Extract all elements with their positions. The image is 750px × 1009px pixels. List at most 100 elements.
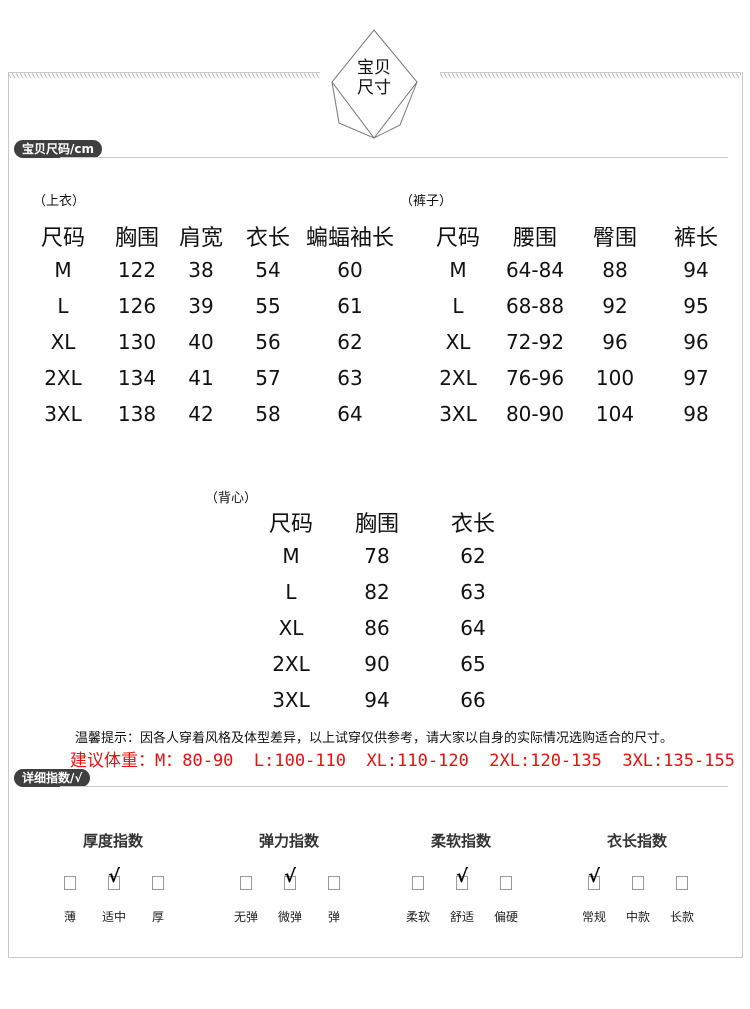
vest-table-cell: 86	[364, 616, 390, 640]
tops-table-cell: 60	[337, 258, 363, 282]
tops-table-cell: 3XL	[44, 402, 82, 426]
vest-table-cell: 66	[460, 688, 486, 712]
checkbox[interactable]: √	[588, 867, 600, 890]
index-option-label: 适中	[101, 910, 127, 924]
tops-column-header: 肩宽	[178, 226, 224, 251]
emblem-line-1: 宝贝	[357, 58, 391, 78]
tops-table-cell: 42	[188, 402, 214, 426]
vest-column-header: 尺码	[268, 512, 314, 537]
checkbox[interactable]: √	[108, 867, 120, 890]
tops-table-cell: 122	[117, 258, 157, 282]
pants-table-cell: 80-90	[505, 402, 565, 426]
pants-table-cell: 96	[602, 330, 628, 354]
pants-label: （裤子）	[400, 194, 453, 209]
pants-table-cell: 95	[683, 294, 709, 318]
checkbox[interactable]	[632, 876, 644, 890]
pants-table-cell: 100	[595, 366, 635, 390]
tops-table-cell: 55	[255, 294, 281, 318]
hatch-divider-right	[440, 72, 741, 81]
pants-table-cell: 64-84	[505, 258, 565, 282]
tops-table-cell: M	[54, 258, 72, 282]
tops-table-cell: XL	[50, 330, 76, 354]
index-option-label: 常规	[581, 910, 607, 924]
pants-table-cell: 96	[683, 330, 709, 354]
tops-table-cell: 41	[188, 366, 214, 390]
vest-column-header: 胸围	[354, 512, 400, 537]
tops-table-cell: 58	[255, 402, 281, 426]
pants-table-cell: 88	[602, 258, 628, 282]
tops-column-header: 衣长	[245, 226, 291, 251]
vest-table-cell: XL	[278, 616, 304, 640]
pants-table-cell: 76-96	[505, 366, 565, 390]
emblem-text: 宝贝 尺寸	[356, 58, 392, 98]
tops-table-cell: 63	[337, 366, 363, 390]
tops-table-cell: 61	[337, 294, 363, 318]
check-mark-icon: √	[284, 866, 297, 887]
checkbox[interactable]: √	[456, 867, 468, 890]
tops-table-cell: 39	[188, 294, 214, 318]
tops-column-header: 蝙蝠袖长	[305, 226, 395, 251]
index-title: 衣长指数	[606, 832, 668, 850]
section-rule	[60, 786, 728, 787]
index-option-label: 偏硬	[493, 910, 519, 924]
tops-column-header: 尺码	[40, 226, 86, 251]
checkbox[interactable]	[240, 876, 252, 890]
pants-column-header: 腰围	[512, 226, 558, 251]
pants-table-cell: L	[452, 294, 464, 318]
vest-table-cell: 62	[460, 544, 486, 568]
emblem-line-2: 尺寸	[357, 78, 391, 98]
pants-column-header: 尺码	[435, 226, 481, 251]
index-option-label: 长款	[669, 910, 695, 924]
checkbox[interactable]	[64, 876, 76, 890]
vest-table-cell: 64	[460, 616, 486, 640]
checkbox[interactable]: √	[284, 867, 296, 890]
check-mark-icon: √	[456, 866, 469, 887]
vest-table-cell: M	[282, 544, 300, 568]
tops-table-cell: 56	[255, 330, 281, 354]
tops-table-cell: 57	[255, 366, 281, 390]
diamond-emblem	[331, 29, 418, 139]
pants-table-cell: 98	[683, 402, 709, 426]
tops-table-cell: 38	[188, 258, 214, 282]
index-option-label: 微弹	[277, 910, 303, 924]
tops-table-cell: 138	[117, 402, 157, 426]
vest-table-cell: L	[285, 580, 297, 604]
checkbox[interactable]	[676, 876, 688, 890]
content-frame	[8, 72, 743, 958]
tops-table-cell: L	[57, 294, 69, 318]
vest-table-cell: 90	[364, 652, 390, 676]
pants-column-header: 臀围	[592, 226, 638, 251]
tops-table-cell: 54	[255, 258, 281, 282]
vest-table-cell: 63	[460, 580, 486, 604]
pants-table-cell: 2XL	[439, 366, 477, 390]
pants-table-cell: 72-92	[505, 330, 565, 354]
checkbox[interactable]	[500, 876, 512, 890]
check-mark-icon: √	[108, 866, 121, 887]
size-section-badge: 宝贝尺码/cm	[14, 140, 103, 158]
tops-table-cell: 64	[337, 402, 363, 426]
pants-column-header: 裤长	[673, 226, 719, 251]
pants-table-cell: 92	[602, 294, 628, 318]
pants-table-cell: 94	[683, 258, 709, 282]
vest-table-cell: 78	[364, 544, 390, 568]
index-option-label: 无弹	[233, 910, 259, 924]
pants-table-cell: 68-88	[505, 294, 565, 318]
vest-label: （背心）	[205, 491, 258, 506]
pants-table-cell: 97	[683, 366, 709, 390]
vest-table-cell: 3XL	[272, 688, 310, 712]
checkbox[interactable]	[328, 876, 340, 890]
tops-table-cell: 40	[188, 330, 214, 354]
checkbox[interactable]	[412, 876, 424, 890]
checkbox[interactable]	[152, 876, 164, 890]
tops-table-cell: 130	[117, 330, 157, 354]
pants-table-cell: 104	[595, 402, 635, 426]
index-option-label: 中款	[625, 910, 651, 924]
index-option-label: 弹	[327, 910, 341, 924]
pants-table-cell: XL	[445, 330, 471, 354]
index-option-label: 厚	[151, 910, 165, 924]
pants-table-cell: M	[449, 258, 467, 282]
vest-table-cell: 82	[364, 580, 390, 604]
tops-table-cell: 2XL	[44, 366, 82, 390]
vest-table-cell: 2XL	[272, 652, 310, 676]
